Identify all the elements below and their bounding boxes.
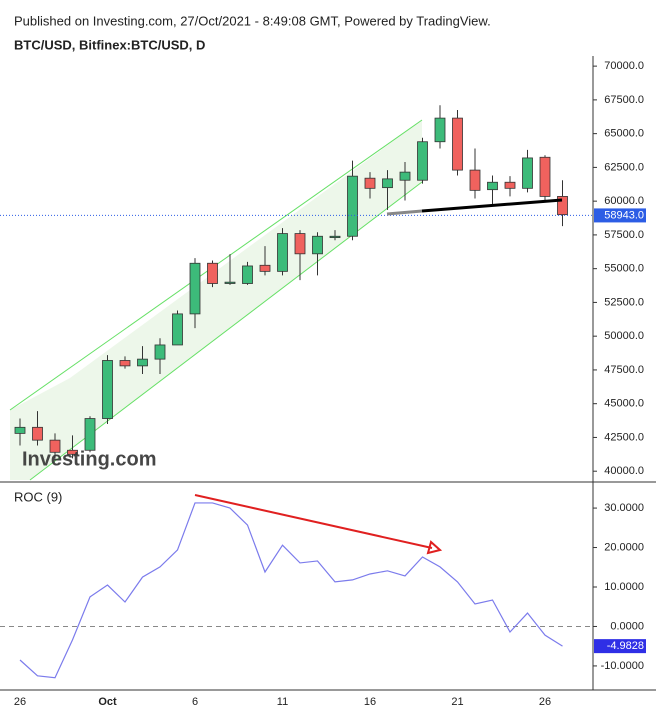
y-tick-label: 57500.0 (604, 229, 644, 241)
x-tick-label: 11 (277, 696, 288, 708)
y-tick-label: 62500.0 (604, 161, 644, 173)
candle-body (14, 426, 26, 434)
candle-body (277, 233, 288, 272)
candle-body (154, 344, 166, 360)
candle-body (417, 141, 428, 181)
y-tick-label: 70000.0 (604, 60, 644, 72)
candle-body (67, 449, 78, 455)
y-tick-label: 30.0000 (604, 502, 644, 514)
candle-body (102, 360, 113, 419)
y-tick-label: 20.0000 (604, 541, 644, 553)
y-tick-label: 42500.0 (604, 431, 644, 443)
candle-body (504, 181, 516, 189)
candle-body (347, 175, 358, 237)
candle-body (382, 178, 393, 189)
candle-body (189, 262, 201, 315)
candle-body (329, 235, 341, 239)
candle-body (434, 117, 446, 143)
published-note: Published on Investing.com, 27/Oct/2021 … (14, 13, 491, 28)
candle-body (557, 196, 568, 216)
candle-body (487, 181, 498, 191)
x-tick-label: 26 (539, 696, 551, 708)
trend-line-grey (386, 209, 423, 216)
x-tick-label: 26 (14, 696, 26, 708)
candle-body (242, 265, 253, 284)
y-tick-label: 45000.0 (604, 398, 644, 410)
y-tick-label: -10.0000 (601, 660, 644, 672)
y-tick-label: 52500.0 (604, 296, 644, 308)
x-tick-label: 6 (192, 696, 198, 708)
x-tick-label: Oct (98, 696, 117, 708)
y-tick-label: 60000.0 (604, 195, 644, 207)
candle-body (364, 177, 376, 189)
y-tick-label: 55000.0 (604, 263, 644, 275)
channel-fill (10, 120, 422, 480)
roc-last-label: -4.9828 (607, 640, 644, 652)
candle-body (172, 313, 183, 346)
candle-body (469, 169, 481, 191)
candle-body (32, 426, 43, 441)
candle-body (294, 233, 306, 255)
y-tick-label: 0.0000 (610, 620, 644, 632)
roc-line (19, 502, 563, 679)
candle-body (399, 171, 411, 181)
candle-body (539, 156, 551, 197)
y-tick-label: 67500.0 (604, 94, 644, 106)
roc-last-box (594, 639, 646, 654)
roc-arrow (194, 494, 433, 549)
symbol-title: BTC/USD, Bitfinex:BTC/USD, D (14, 37, 205, 52)
y-tick-label: 47500.0 (604, 364, 644, 376)
candle-body (522, 157, 533, 189)
last-price-box (594, 208, 646, 223)
x-tick-label: 21 (451, 696, 463, 708)
trend-line (421, 198, 563, 213)
candle-body (452, 117, 463, 171)
y-tick-label: 50000.0 (604, 330, 644, 342)
candle-body (207, 262, 218, 284)
panel-title: ROC (9) (14, 489, 62, 504)
watermark: Investing.com (22, 448, 156, 470)
y-tick-label: 65000.0 (604, 128, 644, 140)
candle-body (312, 235, 323, 255)
roc-arrow-head (426, 540, 443, 555)
candle-body (119, 360, 131, 367)
x-tick-label: 16 (364, 696, 376, 708)
last-price-label: 58943.0 (604, 209, 644, 221)
candle-body (259, 264, 271, 272)
candle-body (84, 418, 96, 451)
candle-body (49, 439, 61, 453)
y-tick-label: 10.0000 (604, 581, 644, 593)
candle-body (224, 281, 236, 284)
candle-body (137, 358, 148, 367)
y-tick-label: 40000.0 (604, 465, 644, 477)
